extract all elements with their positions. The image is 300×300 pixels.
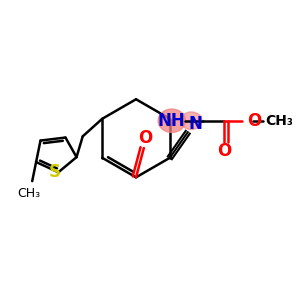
Text: O: O [217, 142, 232, 160]
Text: N: N [189, 116, 202, 134]
Text: O: O [138, 129, 152, 147]
Text: S: S [49, 163, 61, 181]
Text: CH₃: CH₃ [18, 187, 41, 200]
Ellipse shape [158, 109, 185, 132]
Text: CH₃: CH₃ [266, 114, 293, 128]
Text: O: O [247, 112, 261, 130]
Ellipse shape [181, 112, 202, 130]
Text: NH: NH [158, 112, 186, 130]
